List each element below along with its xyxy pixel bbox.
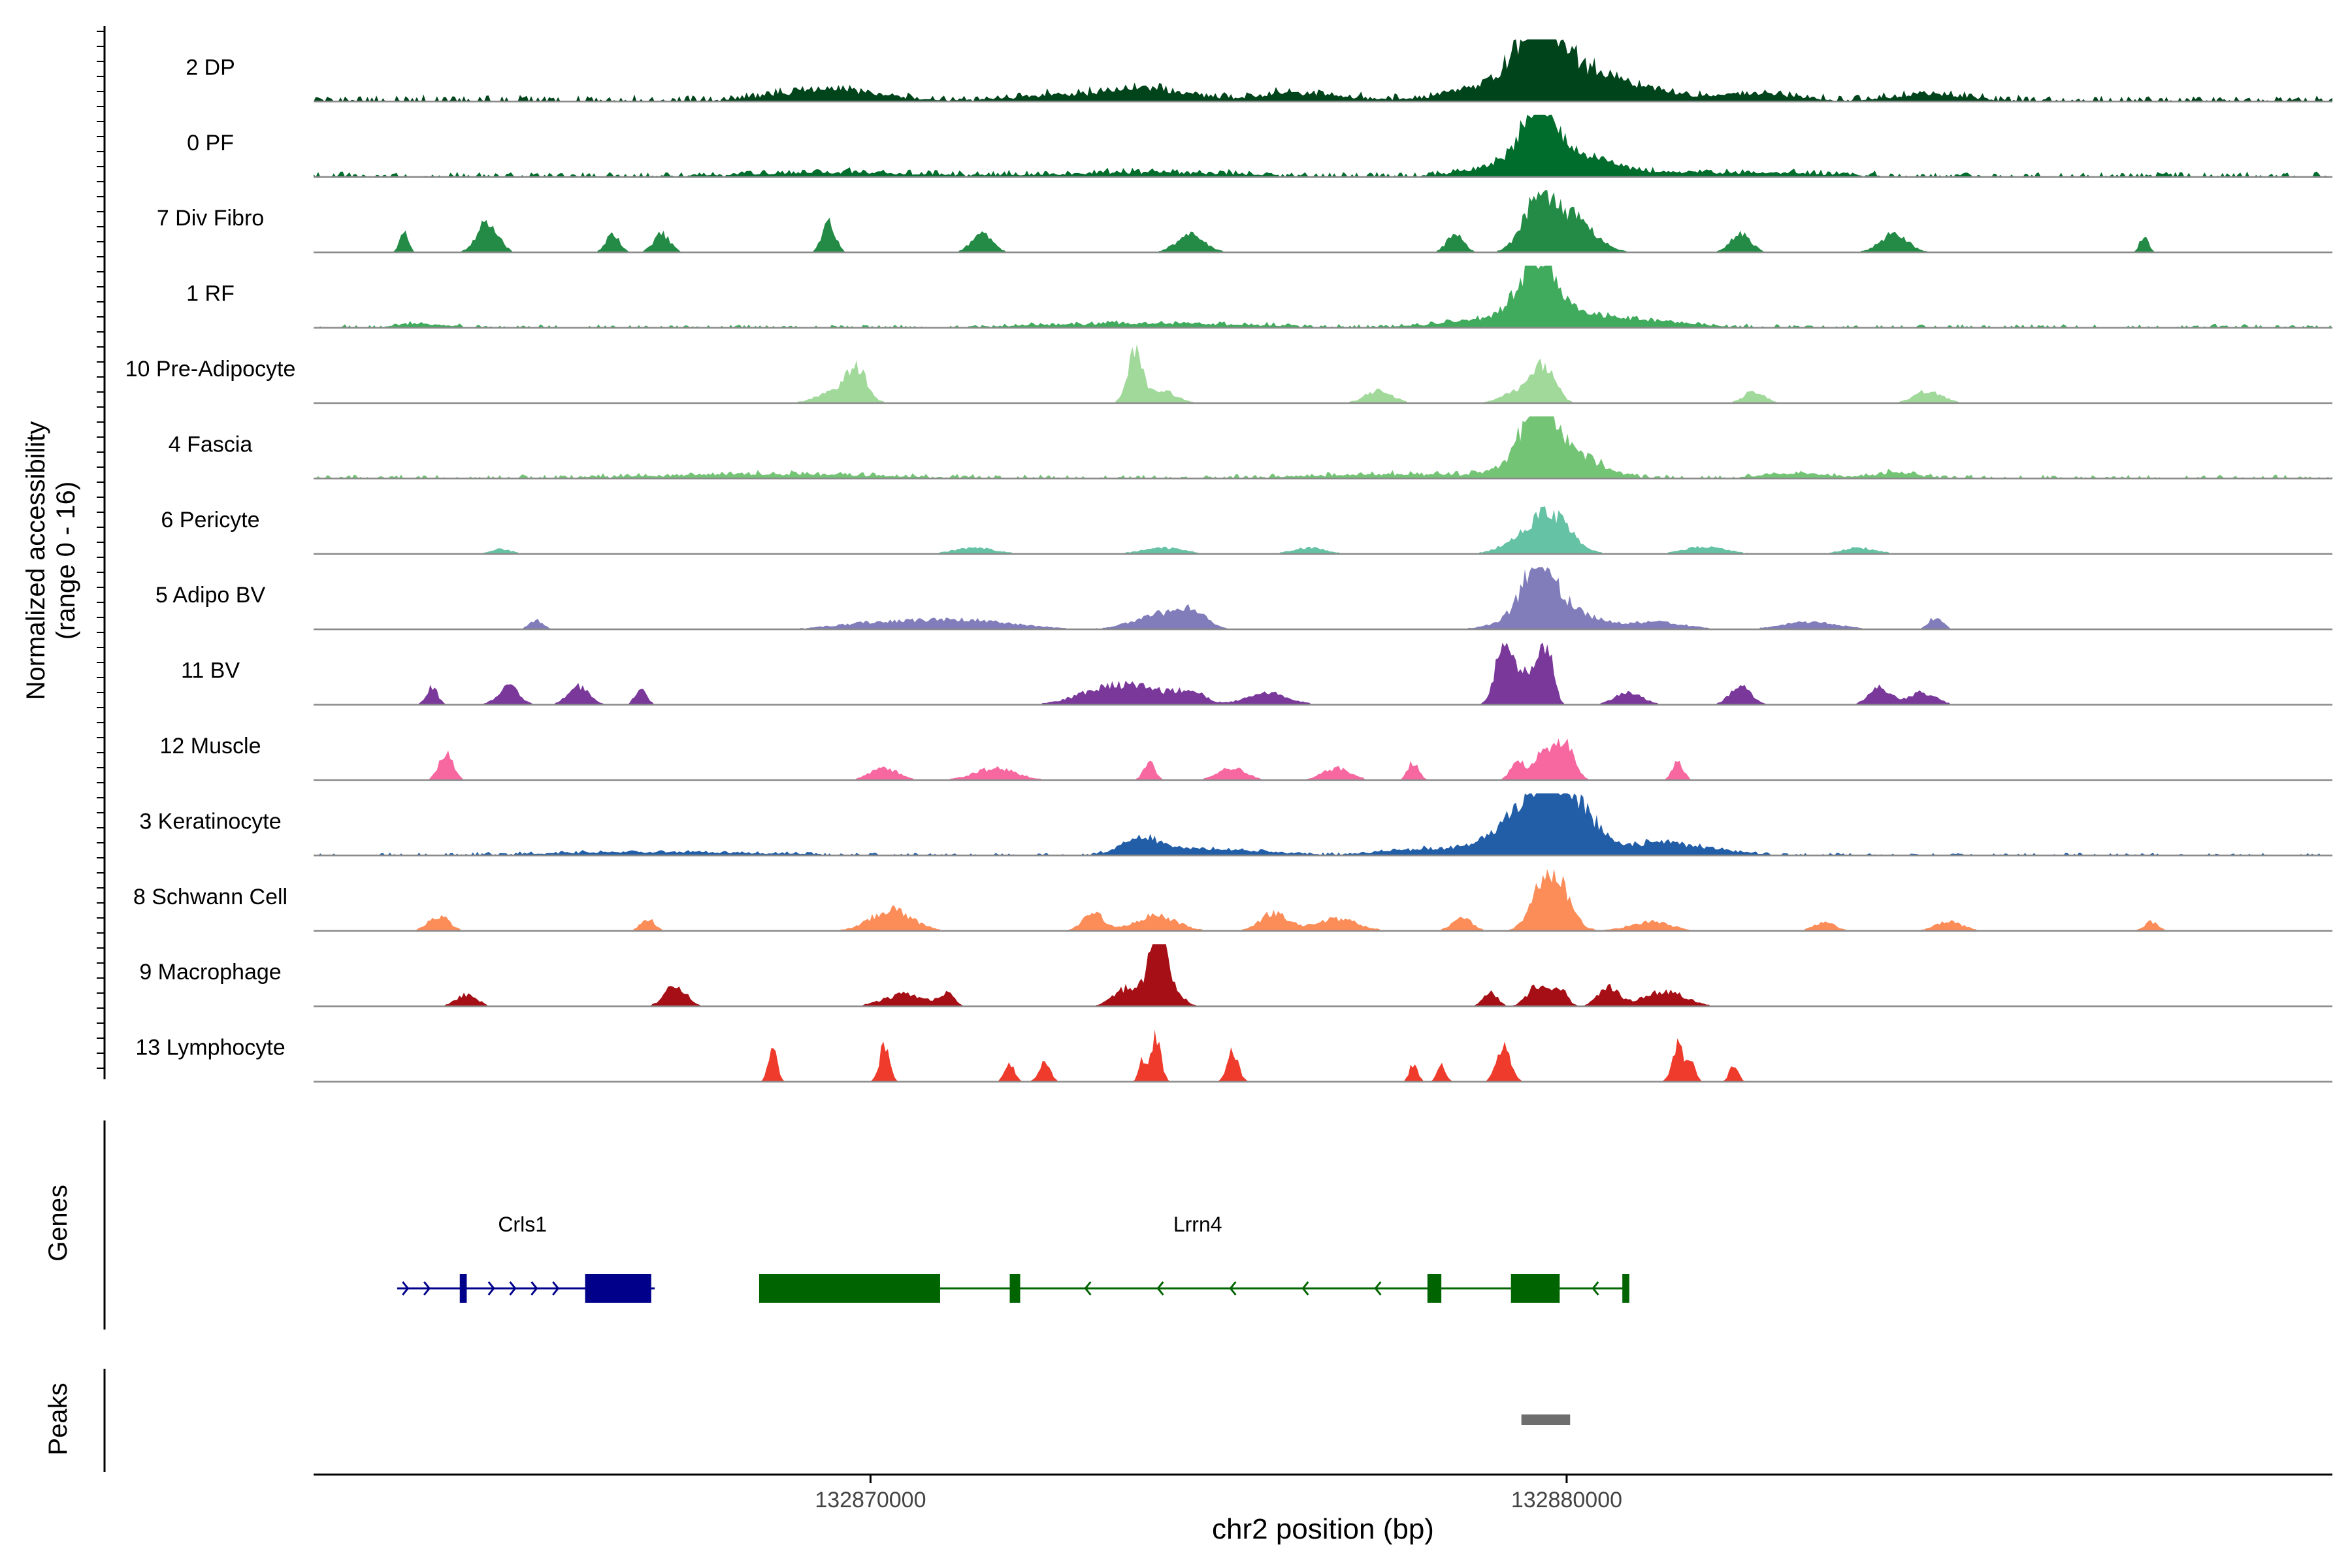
gene-name-label: Crls1 (498, 1213, 547, 1236)
track-3-keratinocyte: 3 Keratinocyte (139, 793, 2332, 857)
strand-arrow (509, 1281, 517, 1296)
track-0-pf: 0 PF (187, 114, 2332, 178)
strand-arrow (487, 1281, 495, 1296)
coverage-area (314, 793, 2332, 856)
track-label: 2 DP (186, 55, 235, 80)
strand-arrow (1301, 1281, 1309, 1296)
coverage-area (314, 868, 2332, 931)
coverage-area (314, 416, 2332, 479)
gene-name-label: Lrrn4 (1173, 1213, 1222, 1236)
exon (1009, 1274, 1021, 1303)
coverage-area (314, 190, 2332, 253)
track-label: 6 Pericyte (161, 508, 259, 532)
peak-region-bar (1521, 1414, 1571, 1425)
track-label: 7 Div Fibro (157, 206, 264, 231)
track-label: 11 BV (181, 659, 240, 683)
x-axis: 132870000 132880000 (815, 1475, 1622, 1512)
track-4-fascia: 4 Fascia (169, 416, 2332, 480)
x-tick-label: 132880000 (1511, 1488, 1622, 1512)
coverage-tracks: 2 DP 0 PF 7 Div Fibro 1 RF 10 Pre-Adipocyte 4… (125, 39, 2332, 1083)
y-axis-label-line2: (range 0 - 16) (52, 482, 80, 640)
genes-panel-label: Genes (44, 1184, 73, 1262)
exon (1511, 1274, 1560, 1303)
exon (585, 1274, 651, 1303)
coverage-area (314, 506, 2332, 554)
track-2-dp: 2 DP (186, 39, 2332, 103)
strand-arrow (423, 1281, 431, 1296)
gene-annotations: Crls1 Lrrn4 (397, 1213, 1629, 1303)
track-1-rf: 1 RF (186, 265, 2332, 329)
strand-arrow (1156, 1281, 1164, 1296)
strand-arrow (1229, 1281, 1237, 1296)
track-label: 12 Muscle (160, 734, 261, 759)
track-label: 3 Keratinocyte (139, 809, 281, 834)
coverage-area (314, 114, 2332, 177)
track-label: 4 Fascia (169, 432, 253, 457)
track-8-schwann-cell: 8 Schwann Cell (133, 868, 2332, 932)
y-axis-label-line1: Normalized accessibility (22, 421, 50, 700)
strand-arrow (1084, 1281, 1092, 1296)
track-10-pre-adipocyte: 10 Pre-Adipocyte (125, 344, 2332, 404)
track-7-div-fibro: 7 Div Fibro (157, 190, 2332, 253)
coverage-area (314, 265, 2332, 328)
track-label: 9 Macrophage (139, 960, 281, 985)
track-label: 13 Lymphocyte (135, 1036, 285, 1060)
strand-arrow (531, 1281, 538, 1296)
y-axis (97, 26, 106, 1079)
strand-arrow (1592, 1281, 1599, 1296)
track-label: 1 RF (186, 282, 235, 306)
strand-arrow (1374, 1281, 1382, 1296)
gene-lrrn4: Lrrn4 (759, 1213, 1629, 1303)
peak-regions (1521, 1414, 1571, 1425)
coverage-area (314, 1029, 2332, 1082)
track-label: 0 PF (187, 131, 234, 155)
track-9-macrophage: 9 Macrophage (139, 944, 2332, 1007)
track-11-bv: 11 BV (181, 642, 2332, 706)
strand-arrow (402, 1281, 410, 1296)
strand-arrow (552, 1281, 560, 1296)
exon (459, 1274, 467, 1303)
x-tick-label: 132870000 (815, 1488, 926, 1512)
track-label: 8 Schwann Cell (133, 885, 287, 909)
peaks-panel-label: Peaks (44, 1382, 73, 1455)
track-6-pericyte: 6 Pericyte (161, 506, 2332, 555)
track-12-muscle: 12 Muscle (160, 734, 2332, 781)
coverage-area (314, 944, 2332, 1007)
track-13-lymphocyte: 13 Lymphocyte (135, 1029, 2332, 1083)
exon (759, 1274, 940, 1303)
coverage-area (314, 344, 2332, 403)
exon (1622, 1274, 1629, 1303)
exon (1427, 1274, 1442, 1303)
coverage-area (314, 738, 2332, 780)
gene-crls1: Crls1 (397, 1213, 655, 1303)
coverage-area (314, 642, 2332, 705)
coverage-area (314, 39, 2332, 102)
track-label: 5 Adipo BV (155, 583, 266, 608)
track-label: 10 Pre-Adipocyte (125, 357, 296, 382)
track-5-adipo-bv: 5 Adipo BV (155, 567, 2332, 630)
x-axis-label: chr2 position (bp) (1212, 1513, 1434, 1545)
coverage-area (314, 567, 2332, 630)
